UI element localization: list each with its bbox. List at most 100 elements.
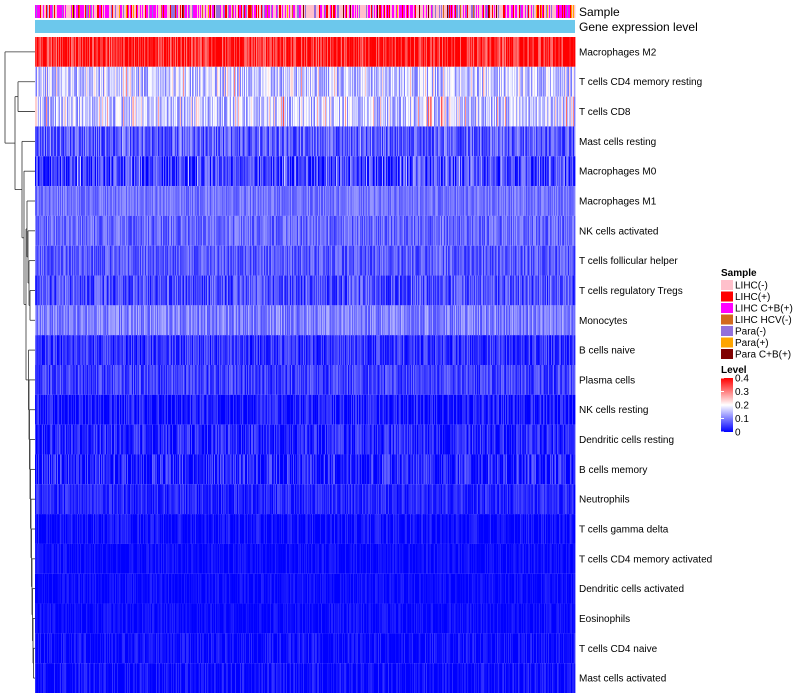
- heatmap-cell: [353, 37, 355, 67]
- heatmap-cell: [419, 66, 421, 97]
- heatmap-cell: [163, 37, 165, 67]
- heatmap-cell: [184, 96, 186, 127]
- heatmap-cell: [334, 96, 336, 127]
- heatmap-cell: [364, 66, 366, 97]
- sample-annotation-cell: [401, 5, 403, 18]
- heatmap-cell: [278, 96, 280, 127]
- heatmap-cell: [423, 245, 425, 276]
- heatmap-cell: [343, 126, 345, 157]
- heatmap-cell: [382, 96, 384, 127]
- heatmap-cell: [431, 37, 433, 67]
- heatmap-cell: [245, 37, 247, 67]
- heatmap-cell: [524, 37, 526, 67]
- heatmap-cell: [178, 156, 180, 187]
- sample-annotation-cell: [61, 5, 63, 18]
- heatmap-cell: [162, 66, 164, 97]
- heatmap-cell: [139, 245, 141, 276]
- heatmap-cell: [151, 215, 153, 246]
- heatmap-cell: [456, 156, 458, 187]
- heatmap-cell: [353, 156, 355, 187]
- heatmap-cell: [160, 96, 162, 127]
- heatmap-cell: [256, 245, 258, 276]
- heatmap-cell: [47, 215, 49, 246]
- heatmap-cell: [440, 186, 442, 216]
- heatmap-cell: [69, 37, 71, 67]
- heatmap-cell: [74, 66, 76, 97]
- heatmap-cell: [247, 186, 249, 216]
- sample-annotation-cell: [361, 5, 363, 18]
- heatmap-cell: [67, 245, 69, 276]
- heatmap-cell: [324, 245, 326, 276]
- heatmap-cell: [468, 186, 470, 216]
- heatmap-cell: [277, 96, 279, 127]
- sample-annotation-cell: [287, 5, 289, 18]
- heatmap-cell: [511, 126, 513, 157]
- heatmap-cell: [243, 126, 245, 157]
- heatmap-cell: [118, 215, 120, 246]
- heatmap-cell: [569, 156, 571, 187]
- heatmap-cell: [256, 126, 258, 157]
- heatmap-cell: [339, 66, 341, 97]
- heatmap-cell: [168, 126, 170, 157]
- heatmap-cell: [51, 126, 53, 157]
- heatmap-cell: [546, 96, 548, 127]
- heatmap-cell: [96, 96, 98, 127]
- heatmap-cell: [535, 96, 537, 127]
- sample-annotation-cell: [388, 5, 390, 18]
- heatmap-cell: [516, 215, 518, 246]
- heatmap-cell: [543, 37, 545, 67]
- heatmap-cell: [252, 186, 254, 216]
- heatmap-cell: [556, 37, 558, 67]
- heatmap-cell: [230, 245, 232, 276]
- heatmap-cell: [104, 156, 106, 187]
- heatmap-cell: [378, 186, 380, 216]
- heatmap-cell: [422, 96, 424, 127]
- heatmap-cell: [393, 96, 395, 127]
- heatmap-cell: [229, 215, 231, 246]
- heatmap-cell: [82, 96, 84, 127]
- heatmap-cell: [307, 186, 309, 216]
- heatmap-cell: [551, 186, 553, 216]
- heatmap-cell: [256, 156, 258, 187]
- heatmap-cell: [363, 37, 365, 67]
- heatmap-cell: [336, 37, 338, 67]
- heatmap-cell: [322, 156, 324, 187]
- heatmap-cell: [57, 126, 59, 157]
- heatmap-cell: [239, 245, 241, 276]
- heatmap-cell: [477, 156, 479, 187]
- heatmap-cell: [91, 96, 93, 127]
- heatmap-cell: [370, 245, 372, 276]
- heatmap-cell: [425, 96, 427, 127]
- heatmap-cell: [459, 245, 461, 276]
- heatmap-cell: [226, 186, 228, 216]
- heatmap-cell: [210, 126, 212, 157]
- heatmap-cell: [151, 96, 153, 127]
- heatmap-cell: [188, 37, 190, 67]
- heatmap-cell: [438, 126, 440, 157]
- sample-annotation-cell: [116, 5, 118, 18]
- heatmap-cell: [214, 186, 216, 216]
- heatmap-cell: [394, 126, 396, 157]
- heatmap-cell: [66, 126, 68, 157]
- heatmap-cell: [305, 215, 307, 246]
- heatmap-cell: [458, 37, 460, 67]
- heatmap-cell: [44, 37, 46, 67]
- heatmap-cell: [211, 186, 213, 216]
- heatmap-cell: [72, 37, 74, 67]
- heatmap-cell: [491, 126, 493, 157]
- heatmap-cell: [459, 156, 461, 187]
- heatmap-cell: [86, 156, 88, 187]
- heatmap-cell: [410, 37, 412, 67]
- heatmap-cell: [545, 37, 547, 67]
- heatmap-cell: [496, 245, 498, 276]
- heatmap-cell: [82, 186, 84, 216]
- heatmap-cell: [335, 37, 337, 67]
- heatmap-cell: [530, 126, 532, 157]
- heatmap-cell: [285, 215, 287, 246]
- heatmap-cell: [183, 37, 185, 67]
- heatmap-cell: [356, 156, 358, 187]
- heatmap-cell: [411, 96, 413, 127]
- heatmap-cell: [210, 215, 212, 246]
- sample-annotation-cell: [232, 5, 234, 18]
- heatmap-cell: [405, 126, 407, 157]
